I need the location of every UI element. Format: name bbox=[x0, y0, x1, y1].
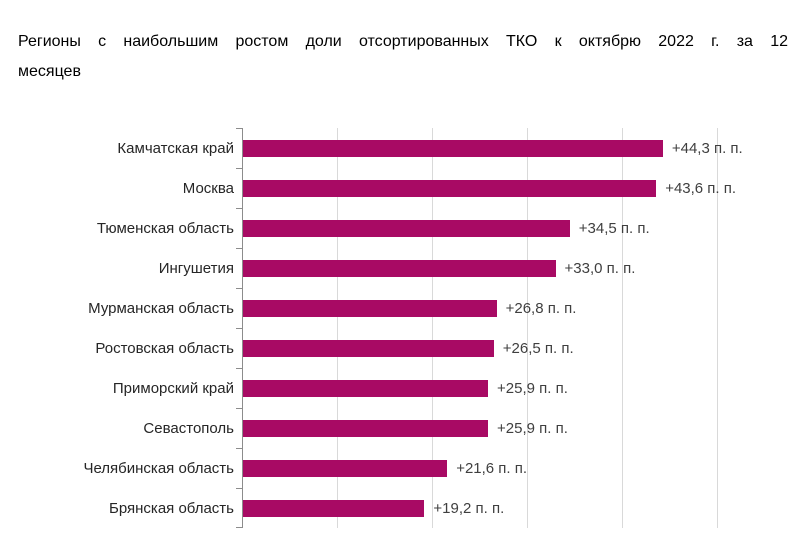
value-label: +43,6 п. п. bbox=[665, 179, 737, 197]
bar-chart: Камчатская край +44,3 п. п. Москва +43,6 п.… bbox=[0, 128, 806, 528]
chart-row: Приморский край +25,9 п. п. bbox=[0, 368, 806, 408]
category-label: Брянская область bbox=[109, 499, 234, 517]
axis-tick bbox=[236, 128, 242, 129]
bar bbox=[242, 259, 556, 277]
bar bbox=[242, 339, 494, 357]
plot-cell: +26,5 п. п. bbox=[242, 328, 806, 368]
axis-tick bbox=[236, 208, 242, 209]
bar bbox=[242, 299, 497, 317]
title-line-2: месяцев bbox=[18, 63, 81, 80]
chart-rows: Камчатская край +44,3 п. п. Москва +43,6 п.… bbox=[0, 128, 806, 528]
chart-row: Брянская область +19,2 п. п. bbox=[0, 488, 806, 528]
plot-cell: +25,9 п. п. bbox=[242, 408, 806, 448]
category-label: Ростовская область bbox=[95, 339, 234, 357]
axis-tick bbox=[236, 328, 242, 329]
value-label: +25,9 п. п. bbox=[497, 379, 568, 397]
bar bbox=[242, 379, 489, 397]
chart-row: Москва +43,6 п. п. bbox=[0, 168, 806, 208]
gridline bbox=[622, 128, 623, 528]
value-label: +34,5 п. п. bbox=[578, 219, 650, 237]
value-label: +26,5 п. п. bbox=[502, 339, 574, 357]
value-label: +21,6 п. п. bbox=[456, 459, 528, 477]
value-label: +44,3 п. п. bbox=[671, 139, 743, 157]
plot-cell: +26,8 п. п. bbox=[242, 288, 806, 328]
plot-cell: +34,5 п. п. bbox=[242, 208, 806, 248]
category-label: Тюменская область bbox=[96, 219, 234, 237]
axis-tick bbox=[236, 408, 242, 409]
plot-cell: +33,0 п. п. bbox=[242, 248, 806, 288]
bar bbox=[242, 419, 489, 437]
bar bbox=[242, 139, 663, 157]
chart-row: Ингушетия +33,0 п. п. bbox=[0, 248, 806, 288]
plot-cell: +44,3 п. п. bbox=[242, 128, 806, 168]
axis-tick bbox=[236, 288, 242, 289]
axis-tick bbox=[236, 488, 242, 489]
bar bbox=[242, 459, 448, 477]
chart-row: Челябинская область +21,6 п. п. bbox=[0, 448, 806, 488]
category-label: Приморский край bbox=[112, 379, 234, 397]
plot-cell: +43,6 п. п. bbox=[242, 168, 806, 208]
chart-row: Камчатская край +44,3 п. п. bbox=[0, 128, 806, 168]
category-label: Москва bbox=[182, 179, 234, 197]
axis-tick bbox=[236, 168, 242, 169]
category-axis-line bbox=[242, 128, 243, 528]
axis-tick bbox=[236, 527, 242, 528]
plot-cell: +19,2 п. п. bbox=[242, 488, 806, 528]
axis-tick bbox=[236, 368, 242, 369]
gridline bbox=[527, 128, 528, 528]
category-label: Мурманская область bbox=[88, 299, 234, 317]
gridline bbox=[717, 128, 718, 528]
chart-row: Ростовская область +26,5 п. п. bbox=[0, 328, 806, 368]
category-label: Камчатская край bbox=[117, 139, 234, 157]
gridline bbox=[337, 128, 338, 528]
category-label: Севастополь bbox=[143, 419, 234, 437]
gridlines-layer bbox=[242, 128, 718, 528]
bar bbox=[242, 499, 425, 517]
chart-row: Мурманская область +26,8 п. п. bbox=[0, 288, 806, 328]
bar bbox=[242, 179, 657, 197]
value-label: +25,9 п. п. bbox=[497, 419, 568, 437]
bar bbox=[242, 219, 570, 237]
category-label: Челябинская область bbox=[83, 459, 234, 477]
chart-row: Тюменская область +34,5 п. п. bbox=[0, 208, 806, 248]
value-label: +26,8 п. п. bbox=[505, 299, 577, 317]
value-label: +33,0 п. п. bbox=[564, 259, 636, 277]
page-title: Регионы с наибольшим ростом доли отсорти… bbox=[0, 0, 806, 87]
value-label: +19,2 п. п. bbox=[433, 499, 505, 517]
axis-tick bbox=[236, 248, 242, 249]
plot-cell: +21,6 п. п. bbox=[242, 448, 806, 488]
title-line-1: Регионы с наибольшим ростом доли отсорти… bbox=[18, 33, 788, 50]
plot-cell: +25,9 п. п. bbox=[242, 368, 806, 408]
category-label: Ингушетия bbox=[158, 259, 234, 277]
axis-tick bbox=[236, 448, 242, 449]
chart-row: Севастополь +25,9 п. п. bbox=[0, 408, 806, 448]
gridline bbox=[432, 128, 433, 528]
